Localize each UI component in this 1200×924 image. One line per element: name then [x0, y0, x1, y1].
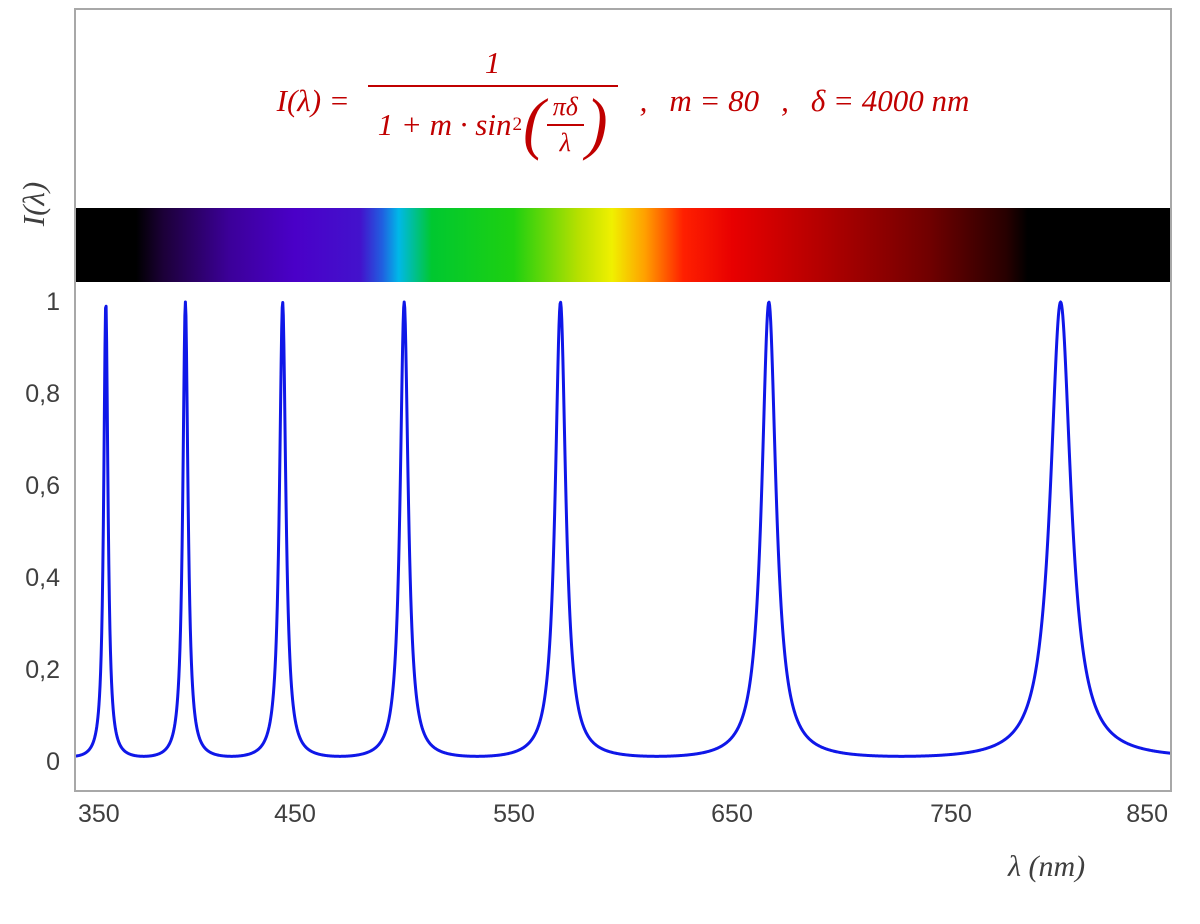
y-tick-0.4: 0,4 — [25, 564, 60, 592]
x-tick-350: 350 — [78, 800, 120, 828]
formula-param-m: m = 80 — [669, 83, 760, 118]
x-tick-550: 550 — [493, 800, 535, 828]
y-tick-0.2: 0,2 — [25, 656, 60, 684]
formula-inner-numerator: πδ — [546, 92, 584, 126]
y-axis-title: I(λ) — [16, 181, 51, 227]
formula-inner-denominator: λ — [559, 127, 571, 157]
spectrum-bar — [76, 208, 1170, 282]
intensity-curve — [76, 300, 1170, 758]
formula-fraction: 1 1 + m · sin 2 ( πδ λ ) — [367, 45, 618, 158]
close-paren: ) — [585, 86, 608, 162]
formula-comma-2: , — [781, 83, 789, 118]
plot-area — [74, 8, 1172, 792]
y-tick-0: 0 — [46, 748, 60, 776]
x-axis-title: λ (nm) — [1008, 850, 1086, 883]
formula-param-delta: δ = 4000 nm — [810, 83, 970, 118]
formula-sin-exponent: 2 — [512, 113, 523, 135]
formula-denominator-prefix: 1 + m · sin — [377, 106, 512, 142]
y-tick-1: 1 — [46, 288, 60, 316]
formula-lhs: I(λ) = — [276, 83, 350, 118]
intensity-curve-svg — [76, 300, 1170, 758]
formula-denominator: 1 + m · sin 2 ( πδ λ ) — [368, 87, 618, 158]
x-tick-650: 650 — [711, 800, 753, 828]
x-tick-750: 750 — [930, 800, 972, 828]
formula-inner-fraction: πδ λ — [546, 92, 584, 158]
formula-numerator: 1 — [367, 45, 618, 87]
y-tick-0.8: 0,8 — [25, 380, 60, 408]
x-tick-450: 450 — [274, 800, 316, 828]
x-tick-850: 850 — [1126, 800, 1168, 828]
formula-comma-1: , — [639, 83, 648, 118]
y-tick-0.6: 0,6 — [25, 472, 60, 500]
formula: I(λ) = 1 1 + m · sin 2 ( πδ λ ) , m = 80 … — [74, 26, 1172, 176]
open-paren: ( — [523, 86, 545, 162]
